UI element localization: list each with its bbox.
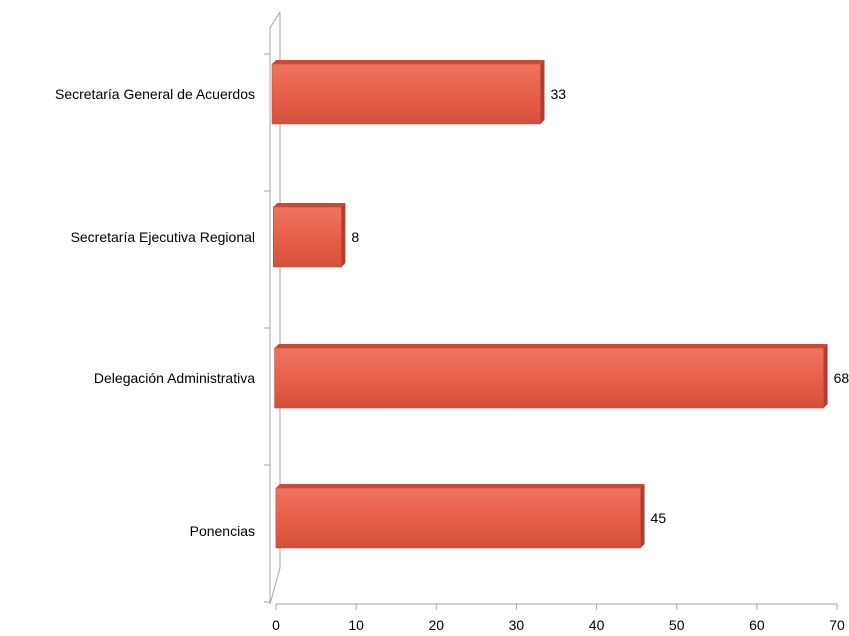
bar-top-face [273, 203, 346, 207]
data-label: 33 [550, 86, 566, 102]
data-label: 68 [834, 370, 849, 386]
bar-top-face [275, 484, 645, 488]
data-label: 8 [351, 229, 359, 245]
x-tick-label: 20 [428, 617, 444, 633]
x-tick-label: 50 [669, 617, 685, 633]
category-label: Delegación Administrativa [94, 370, 255, 386]
category-label: Secretaría Ejecutiva Regional [71, 229, 255, 245]
x-tick-label: 0 [272, 617, 280, 633]
bar-side-face [540, 60, 545, 124]
bar-side-face [823, 344, 828, 408]
y-axis-top-edge [269, 11, 281, 29]
bar-side-face [640, 484, 645, 548]
x-tick-label: 40 [589, 617, 605, 633]
bar-side-face [341, 203, 346, 267]
bar-top-face [272, 60, 545, 64]
category-label: Ponencias [190, 523, 255, 539]
bar [272, 206, 342, 268]
bar [275, 487, 641, 549]
x-tick-label: 30 [509, 617, 525, 633]
floor-edge [269, 567, 281, 605]
x-tick-label: 10 [348, 617, 364, 633]
bar [274, 347, 824, 409]
category-label: Secretaría General de Acuerdos [55, 86, 255, 102]
bar [271, 63, 541, 125]
x-tick-label: 70 [829, 617, 845, 633]
bars [271, 60, 828, 549]
data-label: 45 [651, 510, 667, 526]
labels: 0 10 20 30 40 50 60 70 33 Secretaría General de A… [55, 86, 849, 633]
x-tick-label: 60 [749, 617, 765, 633]
bar-top-face [274, 344, 828, 348]
